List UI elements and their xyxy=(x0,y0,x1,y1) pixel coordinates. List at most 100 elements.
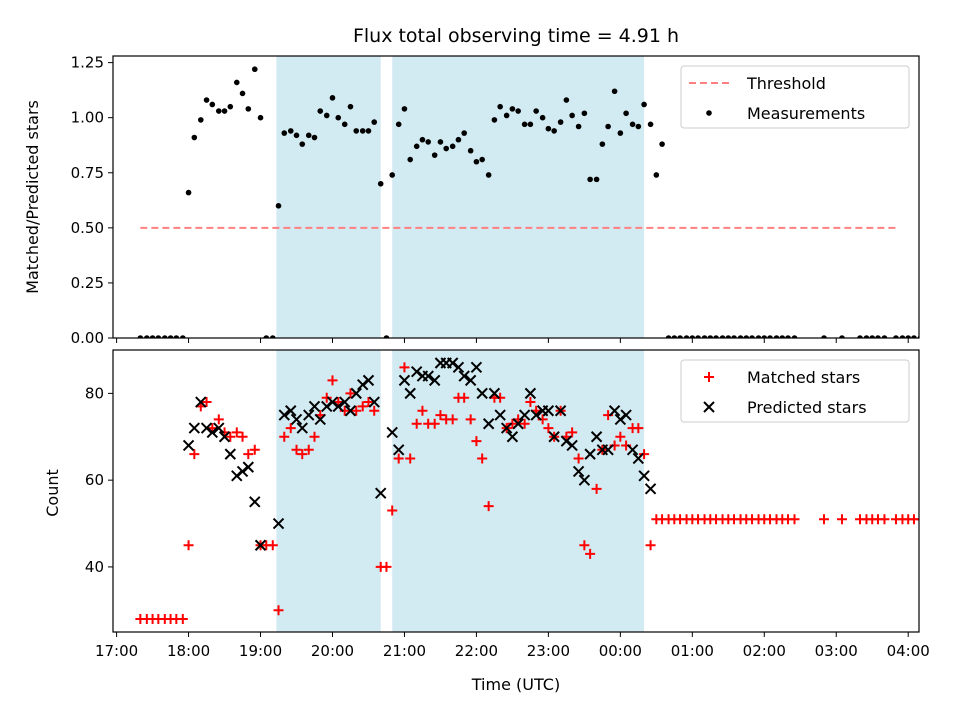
bottom-legend-matched-stars-label: Matched stars xyxy=(747,368,860,387)
bottom-axes-frame xyxy=(112,349,920,633)
bottom-predicted-stars-point xyxy=(584,448,596,460)
bottom-matched-stars-point xyxy=(951,514,960,524)
top-measurements-point xyxy=(293,132,300,139)
bottom-matched-stars-point xyxy=(297,449,308,460)
top-measurements-point xyxy=(749,335,755,338)
bottom-predicted-stars-point xyxy=(614,413,627,426)
bottom-predicted-stars-point xyxy=(254,539,267,551)
top-measurements-point xyxy=(227,103,234,110)
top-measurements-point xyxy=(311,134,318,141)
bottom-matched-stars-point xyxy=(231,427,242,438)
bottom-predicted-stars-point xyxy=(398,374,411,387)
top-measurements-point xyxy=(893,335,899,338)
bottom-predicted-stars-point xyxy=(494,409,506,421)
top-measurements-point xyxy=(317,108,324,114)
bottom-predicted-stars-point xyxy=(560,435,573,447)
top-measurements-point xyxy=(245,106,252,112)
bottom-predicted-stars-point xyxy=(326,396,339,408)
bottom-matched-stars-point xyxy=(495,392,506,403)
top-measurements-point xyxy=(347,103,354,110)
bottom-predicted-stars-point xyxy=(350,387,362,400)
bottom-predicted-stars-point xyxy=(638,470,650,482)
bottom-predicted-stars-point xyxy=(626,444,639,456)
bottom-matched-stars-point xyxy=(369,405,380,416)
top-measurements-point xyxy=(899,335,906,338)
top-measurements-point xyxy=(563,97,570,103)
bottom-matched-stars-point xyxy=(939,514,949,524)
bottom-predicted-stars-point xyxy=(512,418,524,430)
top-measurements-point xyxy=(701,335,708,338)
top-measurements-point xyxy=(707,335,714,338)
top-measurements-point xyxy=(473,158,480,165)
bottom-predicted-stars-point xyxy=(386,426,398,439)
top-measurements-point xyxy=(377,180,384,187)
bottom-predicted-stars-point xyxy=(206,426,219,439)
bottom-matched-stars-point xyxy=(351,405,362,416)
bottom-predicted-stars-point xyxy=(195,396,207,408)
top-y-axis-label: Matched/Predicted stars xyxy=(23,100,42,294)
top-measurements-point xyxy=(821,335,827,338)
top-axes-frame xyxy=(112,55,920,339)
x-tick-label: 20:00 xyxy=(311,642,354,660)
bottom-predicted-stars-point xyxy=(410,365,423,378)
bottom-predicted-stars-point xyxy=(602,444,614,456)
top-measurements-point xyxy=(725,335,732,338)
top-measurements-point xyxy=(731,335,737,338)
bottom-predicted-stars-point xyxy=(332,400,344,413)
top-measurements-point xyxy=(485,172,492,178)
top-measurements-point xyxy=(503,112,510,119)
bottom-matched-stars-point xyxy=(225,431,236,442)
top-measurements-point xyxy=(599,141,606,147)
bottom-predicted-stars-point xyxy=(530,409,542,421)
top-measurements-point xyxy=(839,335,845,338)
bottom-matched-stars-point xyxy=(591,483,602,494)
top-measurements-point xyxy=(605,123,611,130)
top-measurements-point xyxy=(936,335,942,341)
x-tick-label: 22:00 xyxy=(455,642,498,660)
top-measurements-point xyxy=(275,203,282,209)
bottom-predicted-stars-point xyxy=(362,374,375,387)
top-measurements-point xyxy=(383,335,390,338)
bottom-shaded-interval xyxy=(392,350,645,632)
top-measurements-point xyxy=(509,106,516,112)
bottom-predicted-stars-point xyxy=(476,387,488,400)
top-measurements-point xyxy=(395,121,402,128)
top-measurements-point xyxy=(557,119,564,125)
top-measurements-point xyxy=(671,335,678,338)
top-measurements-point xyxy=(162,335,168,338)
bottom-matched-stars-point xyxy=(633,423,644,434)
top-measurements-point xyxy=(647,121,654,128)
x-tick-label: 01:00 xyxy=(671,642,714,660)
bottom-matched-stars-point xyxy=(525,397,536,408)
top-measurements-point xyxy=(857,335,863,338)
top-measurements-point xyxy=(527,121,534,128)
x-tick-label: 21:00 xyxy=(383,642,426,660)
top-legend-measurements-label: Measurements xyxy=(747,104,865,123)
top-legend: Threshold Measurements xyxy=(680,65,910,129)
bottom-y-axis-label: Count xyxy=(43,469,62,517)
top-measurements-point xyxy=(155,335,162,338)
top-measurements-point xyxy=(521,121,528,128)
bottom-matched-stars-point xyxy=(879,514,890,525)
top-measurements-point xyxy=(653,172,660,178)
bottom-predicted-stars-point xyxy=(518,409,531,421)
top-measurements-point xyxy=(437,139,444,145)
top-measurements-point xyxy=(359,128,366,134)
top-measurements-point xyxy=(215,108,222,114)
top-measurements-point xyxy=(305,132,312,139)
bottom-predicted-stars-point xyxy=(572,465,585,478)
top-measurements-point xyxy=(623,110,629,117)
top-measurements-point xyxy=(251,66,258,73)
top-measurements-point xyxy=(389,172,396,178)
bottom-matched-stars-point xyxy=(927,514,937,524)
bottom-predicted-stars-point xyxy=(290,413,303,426)
bottom-predicted-stars-point xyxy=(200,422,213,434)
top-measurements-point xyxy=(791,335,798,338)
bottom-matched-stars-point xyxy=(567,427,578,438)
top-measurements-point xyxy=(947,335,953,341)
bottom-predicted-stars-point xyxy=(278,409,290,421)
bottom-predicted-stars-point xyxy=(620,409,632,421)
top-measurements-point xyxy=(269,335,276,338)
bottom-matched-stars-point xyxy=(405,453,416,464)
